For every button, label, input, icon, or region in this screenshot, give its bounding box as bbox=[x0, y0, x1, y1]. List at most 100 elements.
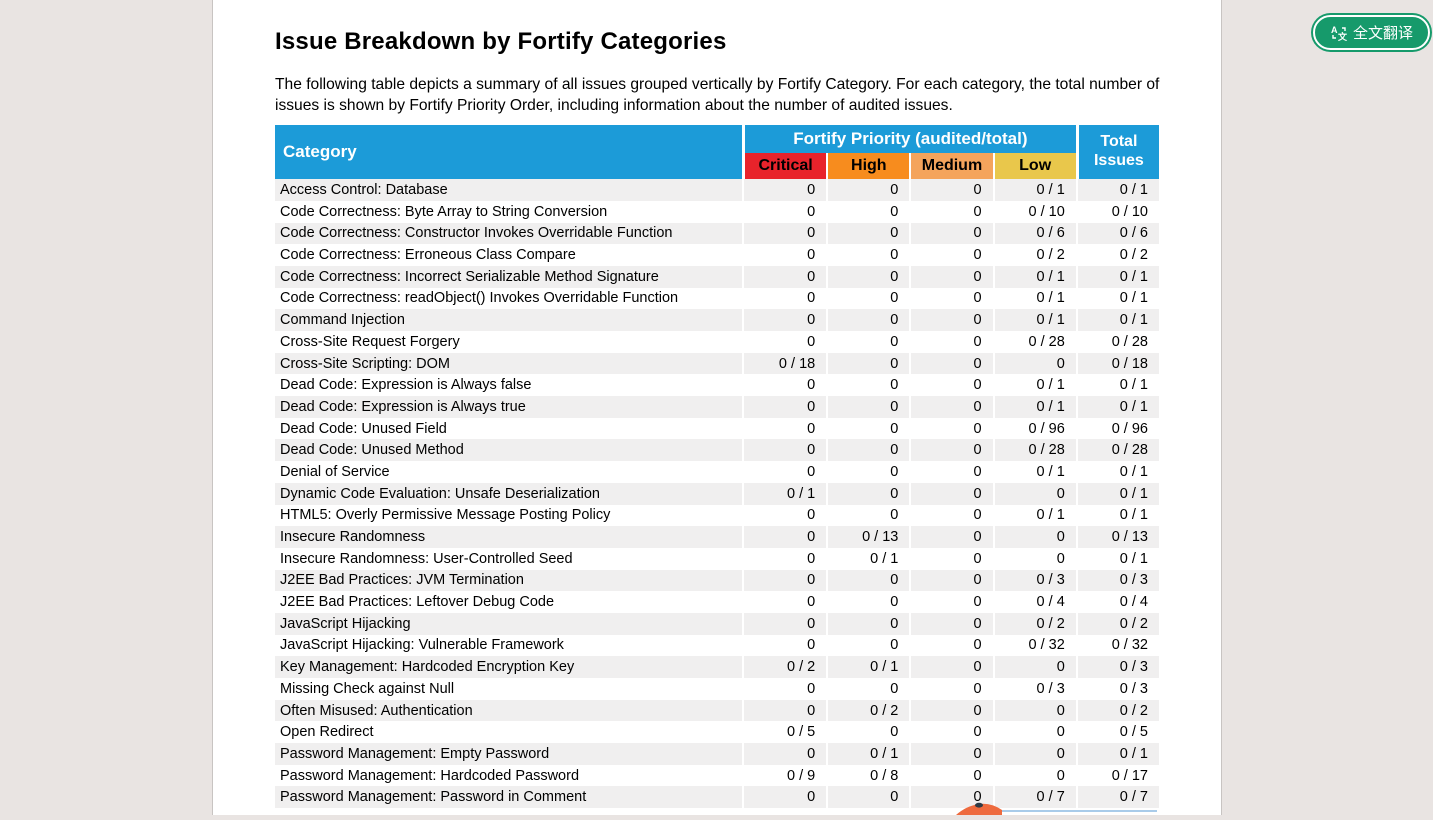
total-cell: 0 / 13 bbox=[1075, 526, 1159, 548]
total-cell: 0 / 2 bbox=[1075, 244, 1159, 266]
table-row: Insecure Randomness: User-Controlled See… bbox=[275, 547, 1159, 570]
low-cell: 0 / 1 bbox=[992, 504, 1076, 527]
critical-cell: 0 / 18 bbox=[742, 352, 827, 375]
low-cell: 0 / 28 bbox=[992, 439, 1076, 462]
intro-paragraph: The following table depicts a summary of… bbox=[275, 76, 1160, 114]
medium-cell: 0 bbox=[909, 331, 993, 353]
category-cell: Cross-Site Scripting: DOM bbox=[275, 352, 743, 375]
category-cell: Denial of Service bbox=[275, 461, 743, 483]
medium-cell: 0 bbox=[909, 547, 993, 570]
table-row: Dead Code: Expression is Always false 0 0 0… bbox=[275, 374, 1159, 397]
document-page: Issue Breakdown by Fortify Categories Th… bbox=[212, 0, 1222, 815]
critical-cell: 0 / 9 bbox=[742, 764, 827, 787]
high-cell: 0 bbox=[826, 721, 910, 744]
low-cell: 0 bbox=[992, 547, 1076, 570]
total-cell: 0 / 1 bbox=[1075, 309, 1159, 331]
table-row: Dead Code: Unused Method 0 0 0 0 / 28 0 / 28 bbox=[275, 439, 1159, 462]
translate-full-text-button[interactable]: A 文 全文翻译 bbox=[1313, 15, 1430, 50]
total-cell: 0 / 7 bbox=[1075, 786, 1159, 809]
medium-cell: 0 bbox=[909, 222, 993, 245]
medium-cell: 0 bbox=[909, 526, 993, 548]
table-row: Password Management: Password in Comment… bbox=[275, 786, 1159, 809]
table-row: Cross-Site Scripting: DOM 0 / 18 0 0 0 0 / 18 bbox=[275, 352, 1159, 375]
critical-cell: 0 / 1 bbox=[742, 482, 827, 505]
total-cell: 0 / 1 bbox=[1075, 374, 1159, 397]
critical-cell: 0 bbox=[742, 526, 827, 548]
medium-cell: 0 bbox=[909, 612, 993, 635]
medium-cell: 0 bbox=[909, 569, 993, 592]
low-cell: 0 / 2 bbox=[992, 612, 1076, 635]
low-cell: 0 / 10 bbox=[992, 200, 1076, 223]
high-cell: 0 bbox=[826, 569, 910, 592]
medium-cell: 0 bbox=[909, 482, 993, 505]
medium-cell: 0 bbox=[909, 699, 993, 722]
low-cell: 0 / 1 bbox=[992, 461, 1076, 483]
total-cell: 0 / 4 bbox=[1075, 591, 1159, 613]
total-cell: 0 / 1 bbox=[1075, 265, 1159, 288]
orange-swoosh-decoration bbox=[956, 802, 1002, 815]
total-cell: 0 / 1 bbox=[1075, 482, 1159, 505]
table-header: Category Fortify Priority (audited/total… bbox=[275, 125, 1159, 180]
high-cell: 0 bbox=[826, 331, 910, 353]
low-cell: 0 / 28 bbox=[992, 331, 1076, 353]
table-row: Code Correctness: Incorrect Serializable… bbox=[275, 265, 1159, 288]
high-cell: 0 bbox=[826, 222, 910, 245]
medium-cell: 0 bbox=[909, 200, 993, 223]
critical-cell: 0 bbox=[742, 200, 827, 223]
critical-cell: 0 bbox=[742, 396, 827, 418]
total-issues-column-header: Total Issues bbox=[1075, 125, 1159, 180]
total-cell: 0 / 3 bbox=[1075, 569, 1159, 592]
category-cell: Dynamic Code Evaluation: Unsafe Deserial… bbox=[275, 482, 743, 505]
category-column-header: Category bbox=[275, 125, 743, 180]
total-cell: 0 / 6 bbox=[1075, 222, 1159, 245]
high-cell: 0 bbox=[826, 396, 910, 418]
low-cell: 0 bbox=[992, 482, 1076, 505]
critical-cell: 0 bbox=[742, 331, 827, 353]
table-row: JavaScript Hijacking: Vulnerable Framewo… bbox=[275, 634, 1159, 657]
medium-cell: 0 bbox=[909, 678, 993, 700]
critical-cell: 0 bbox=[742, 504, 827, 527]
page-title: Issue Breakdown by Fortify Categories bbox=[275, 28, 727, 55]
critical-cell: 0 bbox=[742, 678, 827, 700]
critical-cell: 0 bbox=[742, 287, 827, 310]
table-row: Code Correctness: Constructor Invokes Ov… bbox=[275, 222, 1159, 245]
low-cell: 0 bbox=[992, 352, 1076, 375]
total-cell: 0 / 2 bbox=[1075, 699, 1159, 722]
critical-cell: 0 bbox=[742, 417, 827, 440]
category-cell: Insecure Randomness: User-Controlled See… bbox=[275, 547, 743, 570]
page-content: Issue Breakdown by Fortify Categories Th… bbox=[213, 0, 1221, 809]
priority-column-header-low: Low bbox=[992, 153, 1076, 180]
low-cell: 0 / 2 bbox=[992, 244, 1076, 266]
medium-cell: 0 bbox=[909, 179, 993, 201]
total-cell: 0 / 96 bbox=[1075, 417, 1159, 440]
high-cell: 0 bbox=[826, 352, 910, 375]
low-cell: 0 / 1 bbox=[992, 179, 1076, 201]
category-cell: Missing Check against Null bbox=[275, 678, 743, 700]
high-cell: 0 bbox=[826, 374, 910, 397]
medium-cell: 0 bbox=[909, 504, 993, 527]
category-cell: Dead Code: Expression is Always false bbox=[275, 374, 743, 397]
high-cell: 0 bbox=[826, 786, 910, 809]
translate-button-label: 全文翻译 bbox=[1352, 25, 1413, 42]
table-row: Password Management: Empty Password 0 0 / … bbox=[275, 743, 1159, 765]
low-cell: 0 / 32 bbox=[992, 634, 1076, 657]
high-cell: 0 bbox=[826, 265, 910, 288]
low-cell: 0 / 1 bbox=[992, 265, 1076, 288]
high-cell: 0 bbox=[826, 200, 910, 223]
total-cell: 0 / 17 bbox=[1075, 764, 1159, 787]
category-cell: Open Redirect bbox=[275, 721, 743, 744]
critical-cell: 0 bbox=[742, 309, 827, 331]
high-cell: 0 / 1 bbox=[826, 656, 910, 678]
low-cell: 0 bbox=[992, 764, 1076, 787]
medium-cell: 0 bbox=[909, 374, 993, 397]
low-cell: 0 / 1 bbox=[992, 396, 1076, 418]
low-cell: 0 / 1 bbox=[992, 374, 1076, 397]
table-row: Code Correctness: Erroneous Class Compar… bbox=[275, 244, 1159, 266]
total-cell: 0 / 32 bbox=[1075, 634, 1159, 657]
translate-icon: A 文 bbox=[1330, 24, 1348, 42]
total-cell: 0 / 1 bbox=[1075, 743, 1159, 765]
